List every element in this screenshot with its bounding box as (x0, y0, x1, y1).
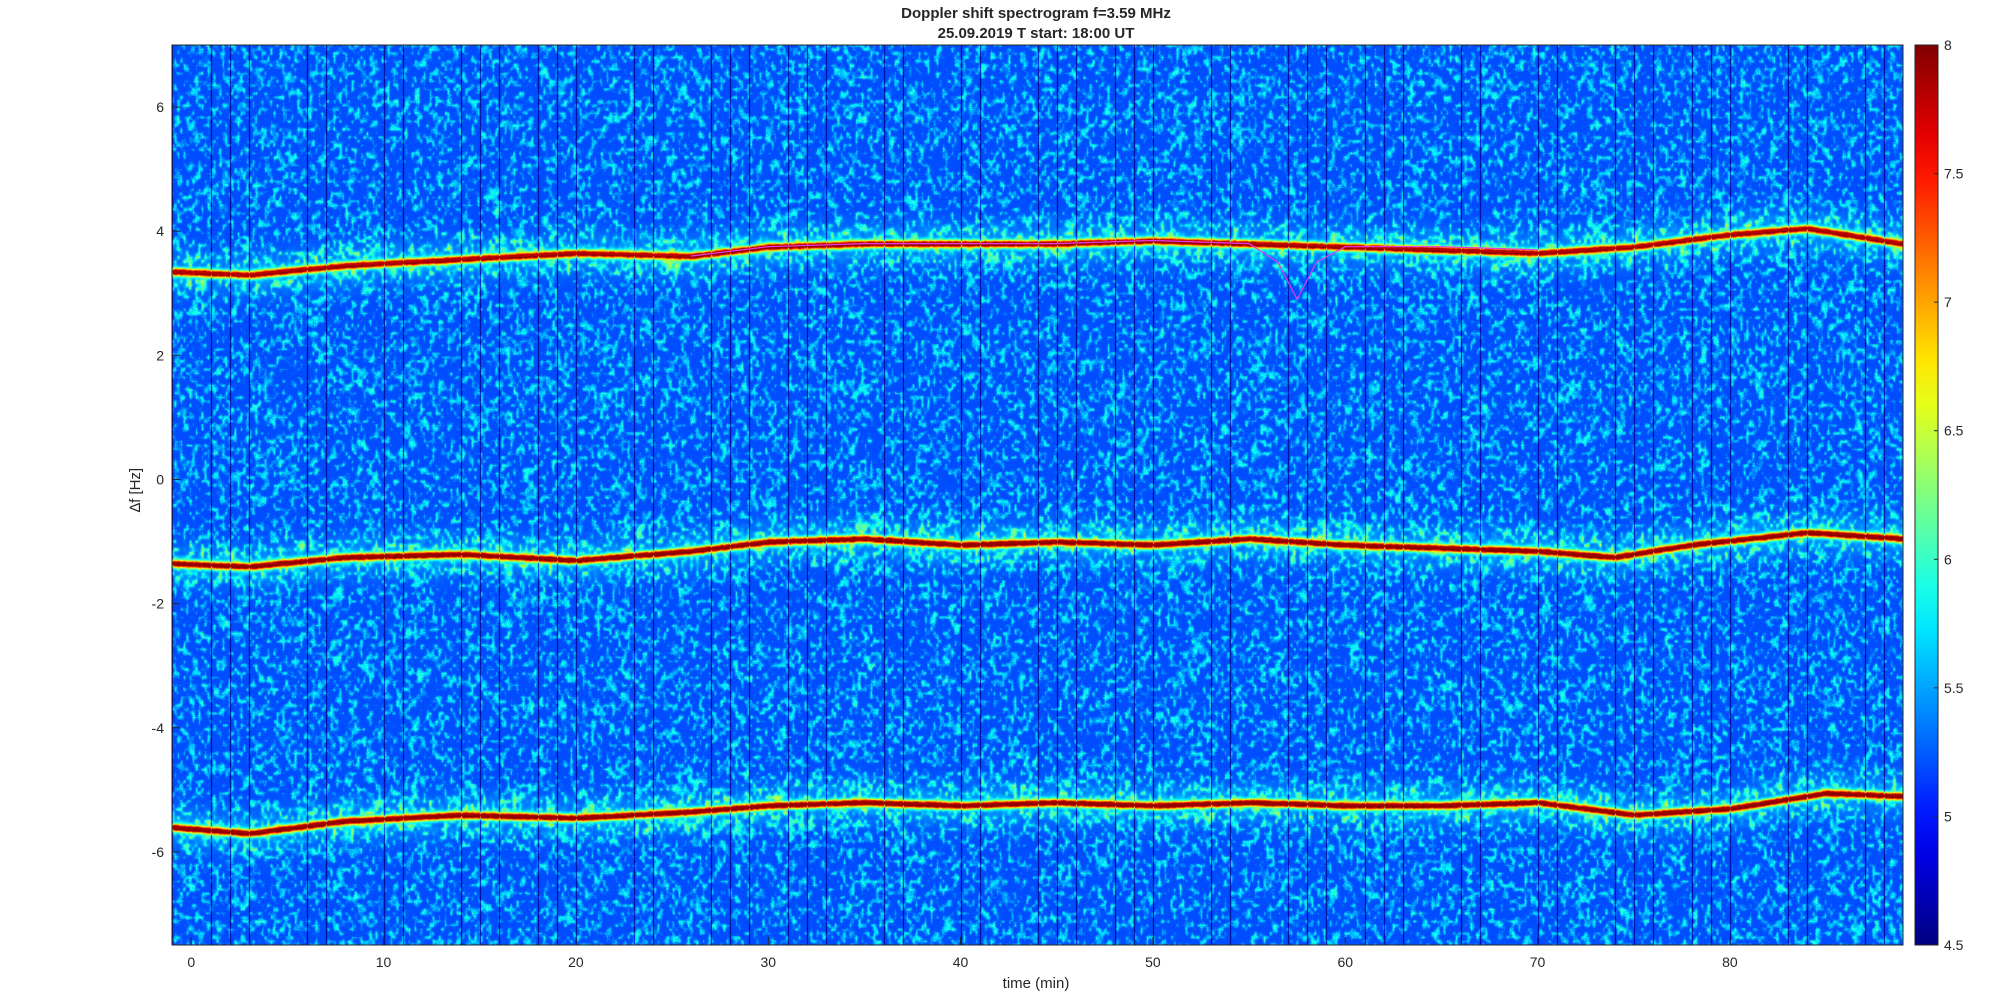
doppler-trace-3 (171, 791, 1904, 835)
plot-frame (171, 44, 1904, 946)
x-tick-label: 10 (376, 954, 392, 970)
x-tick-label: 20 (568, 954, 584, 970)
spectrogram-image (172, 45, 1903, 945)
colorbar-tick-label: 8 (1944, 37, 1952, 53)
colorbar-tick-label: 5.5 (1944, 680, 1964, 696)
doppler-trace-2 (171, 531, 1904, 568)
overlay-line (691, 239, 1538, 301)
x-tick-label: 50 (1145, 954, 1161, 970)
x-tick-label: 80 (1722, 954, 1738, 970)
chart-subtitle: 25.09.2019 T start: 18:00 UT (938, 25, 1135, 42)
colorbar-tick-label: 7 (1944, 294, 1952, 310)
x-tick-label: 40 (953, 954, 969, 970)
y-tick-label: 0 (156, 471, 164, 487)
x-tick-label: 30 (760, 954, 776, 970)
colorbar-tick-label: 6.5 (1944, 423, 1964, 439)
colorbar-gradient (1914, 44, 1939, 946)
colorbar-tick-label: 7.5 (1944, 166, 1964, 182)
y-tick-label: 4 (156, 223, 164, 239)
x-axis-label: time (min) (1003, 975, 1070, 992)
y-tick-label: 2 (156, 347, 164, 363)
y-tick-label: -2 (152, 596, 165, 612)
y-tick-label: -6 (152, 844, 165, 860)
x-tick-label: 0 (187, 954, 195, 970)
x-tick-label: 60 (1337, 954, 1353, 970)
colorbar-tick-label: 4.5 (1944, 937, 1964, 953)
colorbar: 4.5 5 5.5 6 6.5 7 7.5 8 (1914, 37, 1964, 953)
x-tick-label: 70 (1530, 954, 1546, 970)
y-axis-label: ∆f [Hz] (127, 468, 144, 512)
chart-title: Doppler shift spectrogram f=3.59 MHz (901, 5, 1171, 22)
colorbar-tick-label: 6 (1944, 551, 1952, 567)
y-tick-label: 6 (156, 99, 164, 115)
colorbar-tick-label: 5 (1944, 808, 1952, 824)
y-tick-label: -4 (152, 720, 165, 736)
plot-area: 0 10 20 30 40 50 60 70 80 -6 -4 -2 0 2 4 6 (152, 44, 1904, 970)
